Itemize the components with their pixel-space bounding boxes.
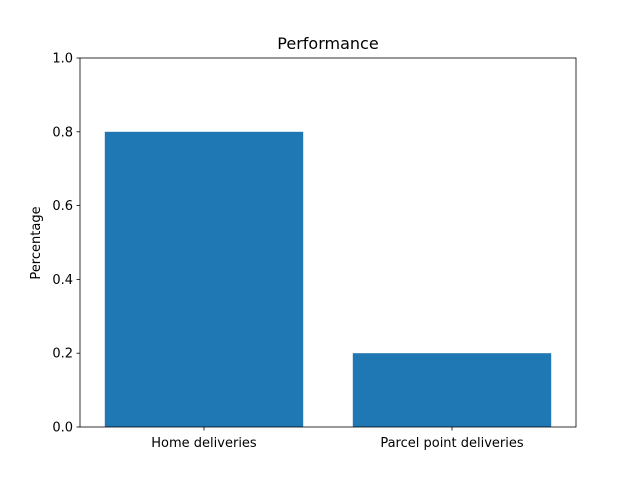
bar [352,353,552,427]
y-axis-label: Percentage [29,206,44,279]
bar [104,131,304,428]
axes-frame [79,57,577,428]
y-tick-label: 0.2 [52,347,73,362]
y-tick-label: 0.6 [52,199,73,214]
chart-title: Performance [277,34,378,53]
plot-area: 0.0 0.2 0.4 0.6 0.8 1.0 Home deliveries Parcel … [52,52,577,451]
y-tick-label: 1.0 [52,52,73,67]
y-tick-label: 0.0 [52,421,73,436]
x-tick-label: Parcel point deliveries [380,436,524,451]
x-tick-label: Home deliveries [151,436,257,451]
y-tick-label: 0.8 [52,125,73,140]
y-tick-label: 0.4 [52,273,73,288]
